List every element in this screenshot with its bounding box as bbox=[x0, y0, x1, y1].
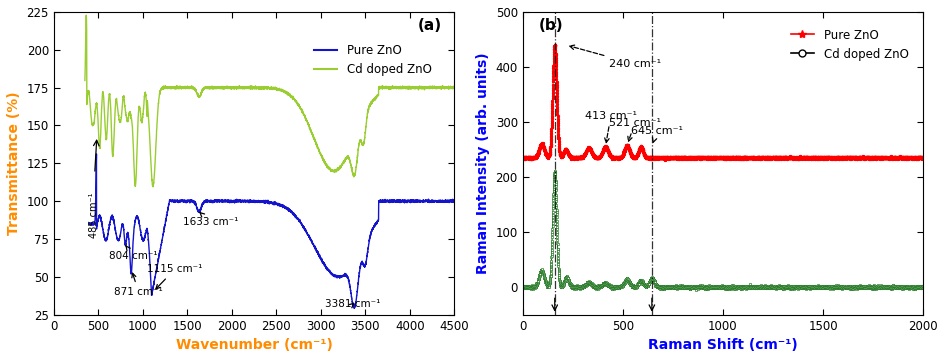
Text: (b): (b) bbox=[538, 18, 563, 33]
X-axis label: Wavenumber (cm⁻¹): Wavenumber (cm⁻¹) bbox=[176, 338, 332, 352]
Y-axis label: Transmittance (%): Transmittance (%) bbox=[7, 92, 21, 235]
Legend: Pure ZnO, Cd doped ZnO: Pure ZnO, Cd doped ZnO bbox=[785, 24, 912, 65]
Text: 804 cm⁻¹: 804 cm⁻¹ bbox=[109, 246, 158, 261]
Text: 1115 cm⁻¹: 1115 cm⁻¹ bbox=[147, 264, 202, 289]
Text: 521 cm⁻¹: 521 cm⁻¹ bbox=[608, 118, 660, 141]
Text: 413 cm⁻¹: 413 cm⁻¹ bbox=[584, 111, 636, 143]
Y-axis label: Raman Intensity (arb. units): Raman Intensity (arb. units) bbox=[476, 52, 490, 274]
Text: 1633 cm⁻¹: 1633 cm⁻¹ bbox=[182, 213, 238, 227]
Text: 240 cm⁻¹: 240 cm⁻¹ bbox=[569, 45, 660, 69]
Legend: Pure ZnO, Cd doped ZnO: Pure ZnO, Cd doped ZnO bbox=[309, 39, 436, 80]
Text: 871 cm⁻¹: 871 cm⁻¹ bbox=[114, 273, 162, 297]
Text: 485 cm⁻¹: 485 cm⁻¹ bbox=[89, 192, 98, 238]
Text: 3381 cm⁻¹: 3381 cm⁻¹ bbox=[325, 299, 380, 309]
Text: 645 cm⁻¹: 645 cm⁻¹ bbox=[631, 126, 683, 142]
Text: (a): (a) bbox=[417, 18, 442, 33]
X-axis label: Raman Shift (cm⁻¹): Raman Shift (cm⁻¹) bbox=[648, 338, 797, 352]
